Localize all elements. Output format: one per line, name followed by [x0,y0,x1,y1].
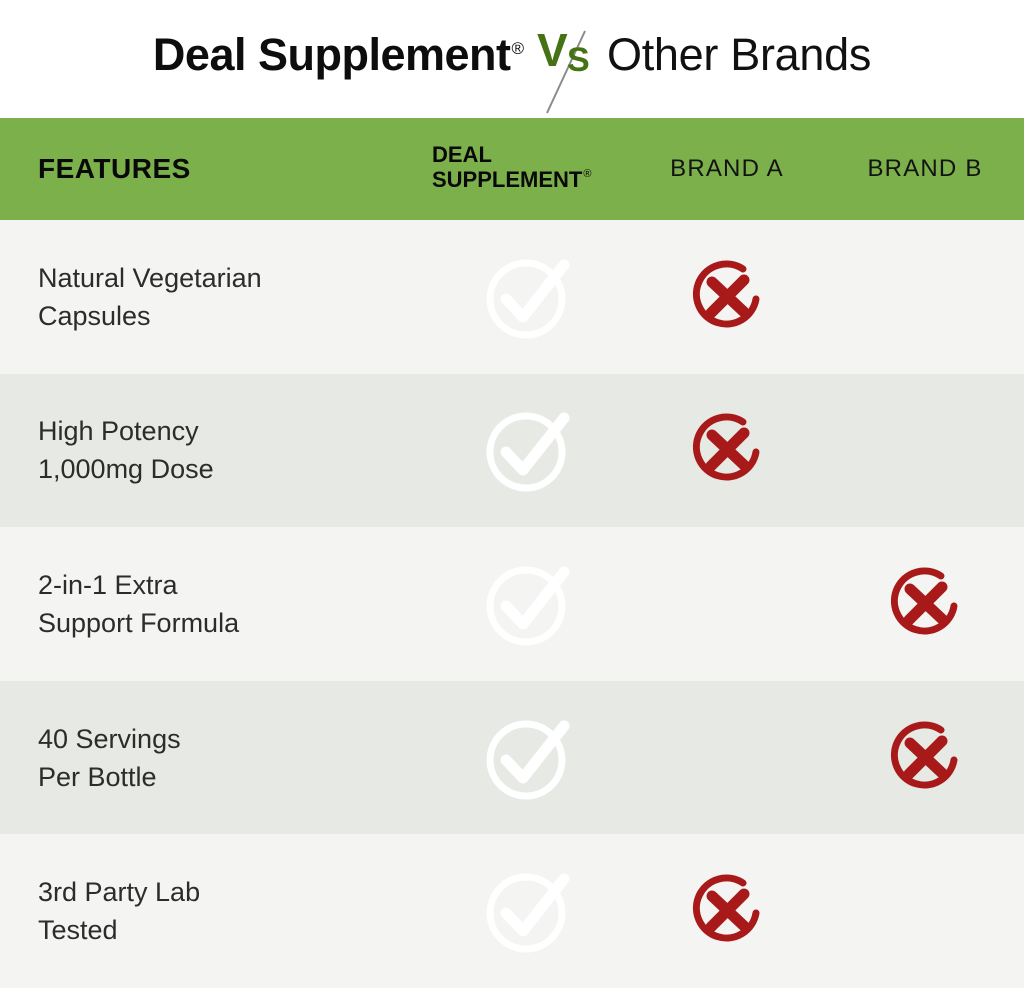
table-body: Natural Vegetarian Capsules High Potency 1,… [0,220,1024,988]
page-title: Deal Supplement ® V S Other Brands [0,0,1024,118]
title-brand-name: Deal Supplement [152,29,511,80]
check-circle-icon [486,720,570,800]
empty-mark [727,757,728,758]
column-header-registered-mark: ® [583,167,592,180]
cross-circle-icon [692,874,760,942]
empty-mark [727,603,728,604]
check-circle-icon [486,566,570,646]
column-header-deal-line2-text: SUPPLEMENT [432,166,583,192]
check-circle-icon [486,873,570,953]
cell-brand-a [628,220,826,374]
column-header-deal-line2: SUPPLEMENT® [432,166,592,197]
column-header-deal-line1: DEAL [432,141,492,167]
title-other-brands: Other Brands [607,29,872,80]
cell-brand-a [628,834,826,988]
table-row: 3rd Party Lab Tested [0,834,1024,988]
feature-label: High Potency 1,000mg Dose [38,412,214,488]
column-header-features: FEATURES [38,153,191,184]
cell-feature: Natural Vegetarian Capsules [0,220,428,374]
table-header-row: FEATURES DEAL SUPPLEMENT® BRAND A BRAND … [0,118,1024,220]
empty-mark [925,450,926,451]
check-circle-icon [486,259,570,339]
feature-label-line1: 3rd Party Lab [38,877,201,908]
cell-feature: 2-in-1 Extra Support Formula [0,527,428,681]
feature-label-line2: Per Bottle [38,761,157,792]
cross-circle-icon [890,567,958,635]
feature-label: 2-in-1 Extra Support Formula [38,566,239,642]
cell-brand-b [826,220,1024,374]
cell-deal-supplement [428,681,628,835]
feature-label-line2: Capsules [38,300,151,331]
feature-label: 3rd Party Lab Tested [38,873,200,949]
cell-feature: 3rd Party Lab Tested [0,834,428,988]
column-header-brand-a: BRAND A [670,155,784,182]
cell-feature: 40 Servings Per Bottle [0,681,428,835]
vs-letter-v: V [537,24,568,76]
empty-mark [925,911,926,912]
column-header-deal-supplement: DEAL SUPPLEMENT® [432,118,592,220]
feature-label-line1: High Potency [38,416,199,447]
title-registered-mark: ® [511,39,525,58]
cross-circle-icon [692,413,760,481]
vs-badge: V S [535,24,601,114]
cell-deal-supplement [428,834,628,988]
feature-label-line2: Support Formula [38,607,240,638]
cell-brand-a [628,681,826,835]
feature-label-line1: Natural Vegetarian [38,262,262,293]
cell-feature: High Potency 1,000mg Dose [0,374,428,528]
feature-label-line1: 2-in-1 Extra [38,569,178,600]
feature-label: 40 Servings Per Bottle [38,720,181,796]
comparison-table: FEATURES DEAL SUPPLEMENT® BRAND A BRAND … [0,118,1024,988]
vs-letter-s: S [567,41,590,79]
check-circle-icon [486,412,570,492]
cell-brand-a [628,374,826,528]
feature-label: Natural Vegetarian Capsules [38,259,262,335]
cell-brand-a [628,527,826,681]
cell-deal-supplement [428,527,628,681]
cross-circle-icon [692,260,760,328]
cell-deal-supplement [428,374,628,528]
table-row: High Potency 1,000mg Dose [0,373,1024,528]
column-header-brand-b: BRAND B [867,155,983,182]
table-row: 2-in-1 Extra Support Formula [0,527,1024,681]
title-inner: Deal Supplement ® V S Other Brands [152,24,872,114]
cross-circle-icon [890,721,958,789]
table-row: 40 Servings Per Bottle [0,680,1024,835]
cell-brand-b [826,834,1024,988]
cell-deal-supplement [428,220,628,374]
feature-label-line2: 1,000mg Dose [38,454,214,485]
cell-brand-b [826,374,1024,528]
feature-label-line2: Tested [38,915,118,946]
cell-brand-b [826,681,1024,835]
empty-mark [925,296,926,297]
table-row: Natural Vegetarian Capsules [0,220,1024,374]
feature-label-line1: 40 Servings [38,723,181,754]
cell-brand-b [826,527,1024,681]
